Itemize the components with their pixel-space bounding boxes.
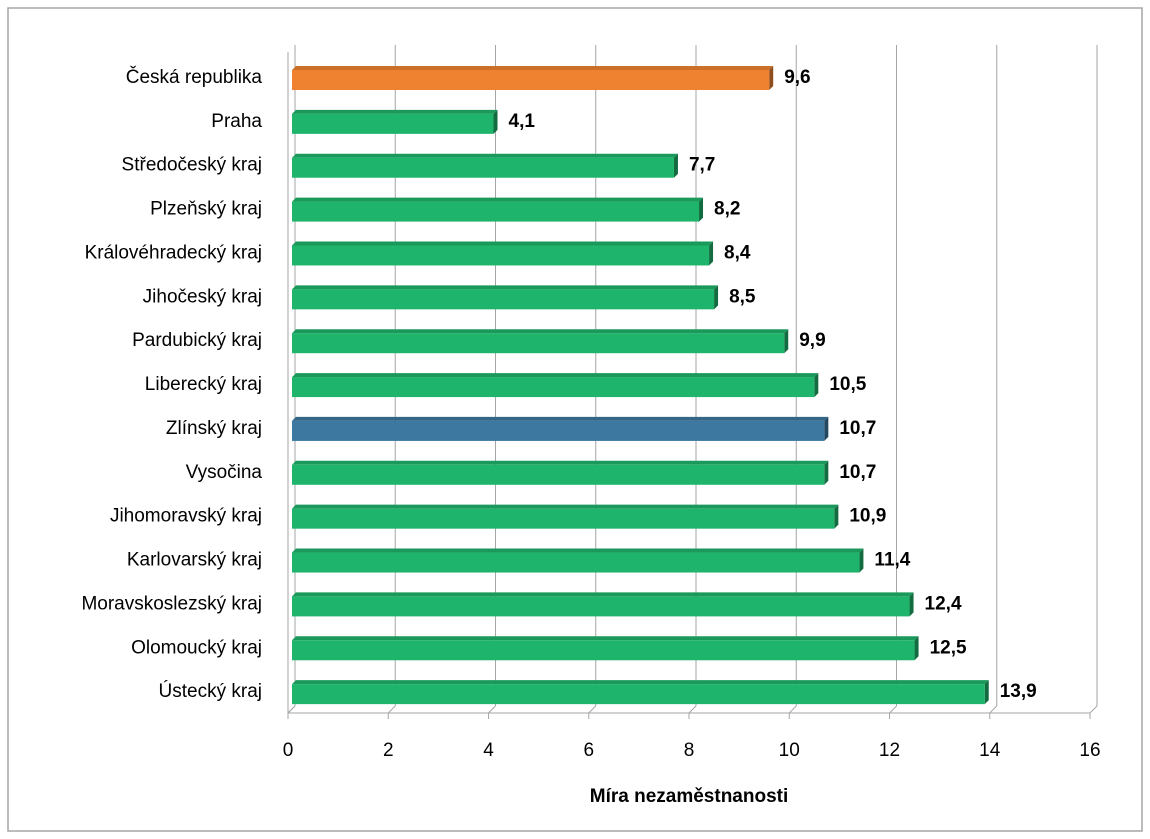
value-label: 4,1 bbox=[509, 111, 536, 132]
bar-top bbox=[292, 66, 774, 70]
grid-line bbox=[588, 705, 597, 714]
bar-top bbox=[292, 373, 819, 378]
x-tick-label: 8 bbox=[684, 740, 695, 761]
bar-side bbox=[914, 636, 919, 661]
x-tick-label: 10 bbox=[779, 740, 800, 761]
y-tick-label: Liberecký kraj bbox=[145, 374, 262, 395]
y-tick-label: Královéhradecký kraj bbox=[85, 242, 262, 263]
bar bbox=[292, 464, 825, 485]
y-tick-label: Zlínský kraj bbox=[166, 418, 262, 439]
y-tick-label: Karlovarský kraj bbox=[127, 550, 262, 571]
bar bbox=[292, 333, 785, 354]
x-tick-label: 12 bbox=[879, 740, 900, 761]
value-label: 9,9 bbox=[799, 330, 825, 351]
bar bbox=[292, 113, 494, 134]
bar-side bbox=[824, 460, 829, 485]
bar-side bbox=[984, 680, 989, 705]
bar-top bbox=[292, 592, 914, 597]
bar-top bbox=[292, 153, 678, 158]
x-tick-label: 6 bbox=[583, 740, 594, 761]
bar-top bbox=[292, 636, 919, 641]
value-label: 9,6 bbox=[784, 67, 810, 88]
grid-line bbox=[788, 705, 797, 714]
value-label: 8,2 bbox=[714, 199, 740, 220]
value-label: 11,4 bbox=[874, 550, 910, 571]
value-label: 8,4 bbox=[724, 242, 751, 263]
bar-side bbox=[769, 66, 774, 90]
bar bbox=[292, 245, 710, 266]
grid-line bbox=[287, 705, 296, 714]
bar-side bbox=[834, 504, 839, 529]
y-tick-label: Moravskoslezský kraj bbox=[81, 593, 262, 614]
value-label: 8,5 bbox=[729, 286, 756, 307]
grid-line bbox=[1089, 705, 1098, 714]
y-tick-label: Ústecký kraj bbox=[159, 680, 262, 702]
bar-top bbox=[292, 285, 719, 290]
bar bbox=[292, 596, 910, 617]
y-tick-label: Česká republika bbox=[126, 66, 263, 88]
bar-side bbox=[814, 373, 819, 398]
value-label: 10,9 bbox=[849, 506, 886, 527]
y-tick-label: Pardubický kraj bbox=[132, 330, 262, 351]
bar bbox=[292, 508, 835, 529]
bar-side bbox=[493, 109, 498, 134]
bar-top bbox=[292, 329, 789, 334]
bar bbox=[292, 420, 825, 441]
bar-top bbox=[292, 548, 864, 553]
y-tick-label: Středočeský kraj bbox=[122, 155, 262, 176]
x-axis-label: Míra nezaměstnanosti bbox=[590, 786, 789, 807]
y-tick-label: Praha bbox=[211, 111, 262, 132]
x-tick-label: 14 bbox=[979, 740, 1001, 761]
value-label: 10,7 bbox=[839, 462, 876, 483]
bar bbox=[292, 684, 985, 705]
bar-top bbox=[292, 109, 498, 114]
x-tick-label: 4 bbox=[483, 740, 494, 761]
bar-side bbox=[859, 548, 864, 573]
grid-line bbox=[688, 705, 697, 714]
bar-top bbox=[292, 680, 989, 685]
bar-side bbox=[673, 153, 678, 178]
value-label: 10,7 bbox=[839, 418, 876, 439]
bar-top bbox=[292, 416, 829, 421]
grid-line bbox=[889, 705, 897, 714]
y-tick-label: Jihočeský kraj bbox=[143, 286, 262, 307]
bar bbox=[292, 157, 674, 178]
bar-top bbox=[292, 241, 714, 246]
bar bbox=[292, 377, 815, 398]
y-tick-label: Jihomoravský kraj bbox=[110, 506, 262, 527]
x-tick-label: 0 bbox=[283, 740, 294, 761]
grid-line bbox=[387, 705, 396, 714]
y-tick-label: Vysočina bbox=[186, 462, 263, 483]
bar-side bbox=[714, 285, 719, 310]
x-tick-label: 2 bbox=[383, 740, 394, 761]
bar-side bbox=[699, 197, 704, 222]
grid-line bbox=[488, 705, 496, 714]
bar-side bbox=[784, 329, 789, 354]
value-label: 12,5 bbox=[930, 637, 967, 658]
bar bbox=[292, 201, 700, 222]
y-tick-label: Olomoucký kraj bbox=[131, 637, 262, 658]
x-tick-label: 16 bbox=[1079, 740, 1100, 761]
bar-top bbox=[292, 460, 829, 465]
grid-line bbox=[989, 705, 998, 714]
y-tick-label: Plzeňský kraj bbox=[150, 199, 262, 220]
bar-side bbox=[909, 592, 914, 617]
bar bbox=[292, 70, 770, 90]
value-label: 12,4 bbox=[925, 593, 962, 614]
value-label: 10,5 bbox=[829, 374, 866, 395]
bar-top bbox=[292, 197, 704, 202]
bar bbox=[292, 289, 715, 310]
bar-top bbox=[292, 504, 839, 509]
bar bbox=[292, 552, 860, 573]
value-label: 13,9 bbox=[1000, 681, 1037, 702]
bar-side bbox=[824, 416, 829, 441]
value-label: 7,7 bbox=[689, 155, 715, 176]
bar bbox=[292, 640, 915, 661]
bar-side bbox=[709, 241, 714, 266]
